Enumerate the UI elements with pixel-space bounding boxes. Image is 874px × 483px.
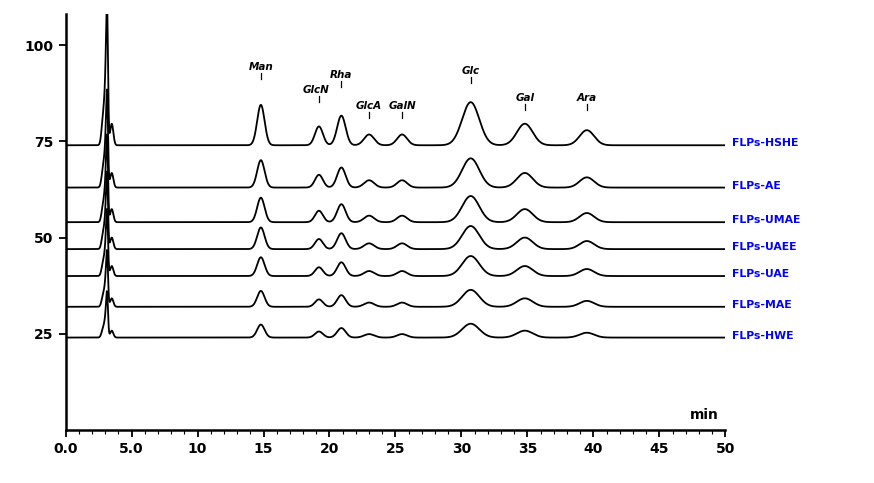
Text: FLPs-UAE: FLPs-UAE xyxy=(732,269,789,279)
Text: min: min xyxy=(690,408,718,422)
Text: FLPs-AE: FLPs-AE xyxy=(732,181,780,191)
Text: GalN: GalN xyxy=(388,100,416,111)
Text: FLPs-HSHE: FLPs-HSHE xyxy=(732,138,798,148)
Text: FLPs-UMAE: FLPs-UMAE xyxy=(732,215,801,225)
Text: Man: Man xyxy=(248,62,274,72)
Text: GlcN: GlcN xyxy=(303,85,329,95)
Text: Glc: Glc xyxy=(461,66,480,76)
Text: FLPs-MAE: FLPs-MAE xyxy=(732,300,792,310)
Text: GlcA: GlcA xyxy=(356,100,382,111)
Text: Rha: Rha xyxy=(330,70,352,80)
Text: Ara: Ara xyxy=(577,93,597,103)
Text: FLPs-HWE: FLPs-HWE xyxy=(732,331,794,341)
Text: FLPs-UAEE: FLPs-UAEE xyxy=(732,242,796,252)
Text: Gal: Gal xyxy=(516,93,534,103)
